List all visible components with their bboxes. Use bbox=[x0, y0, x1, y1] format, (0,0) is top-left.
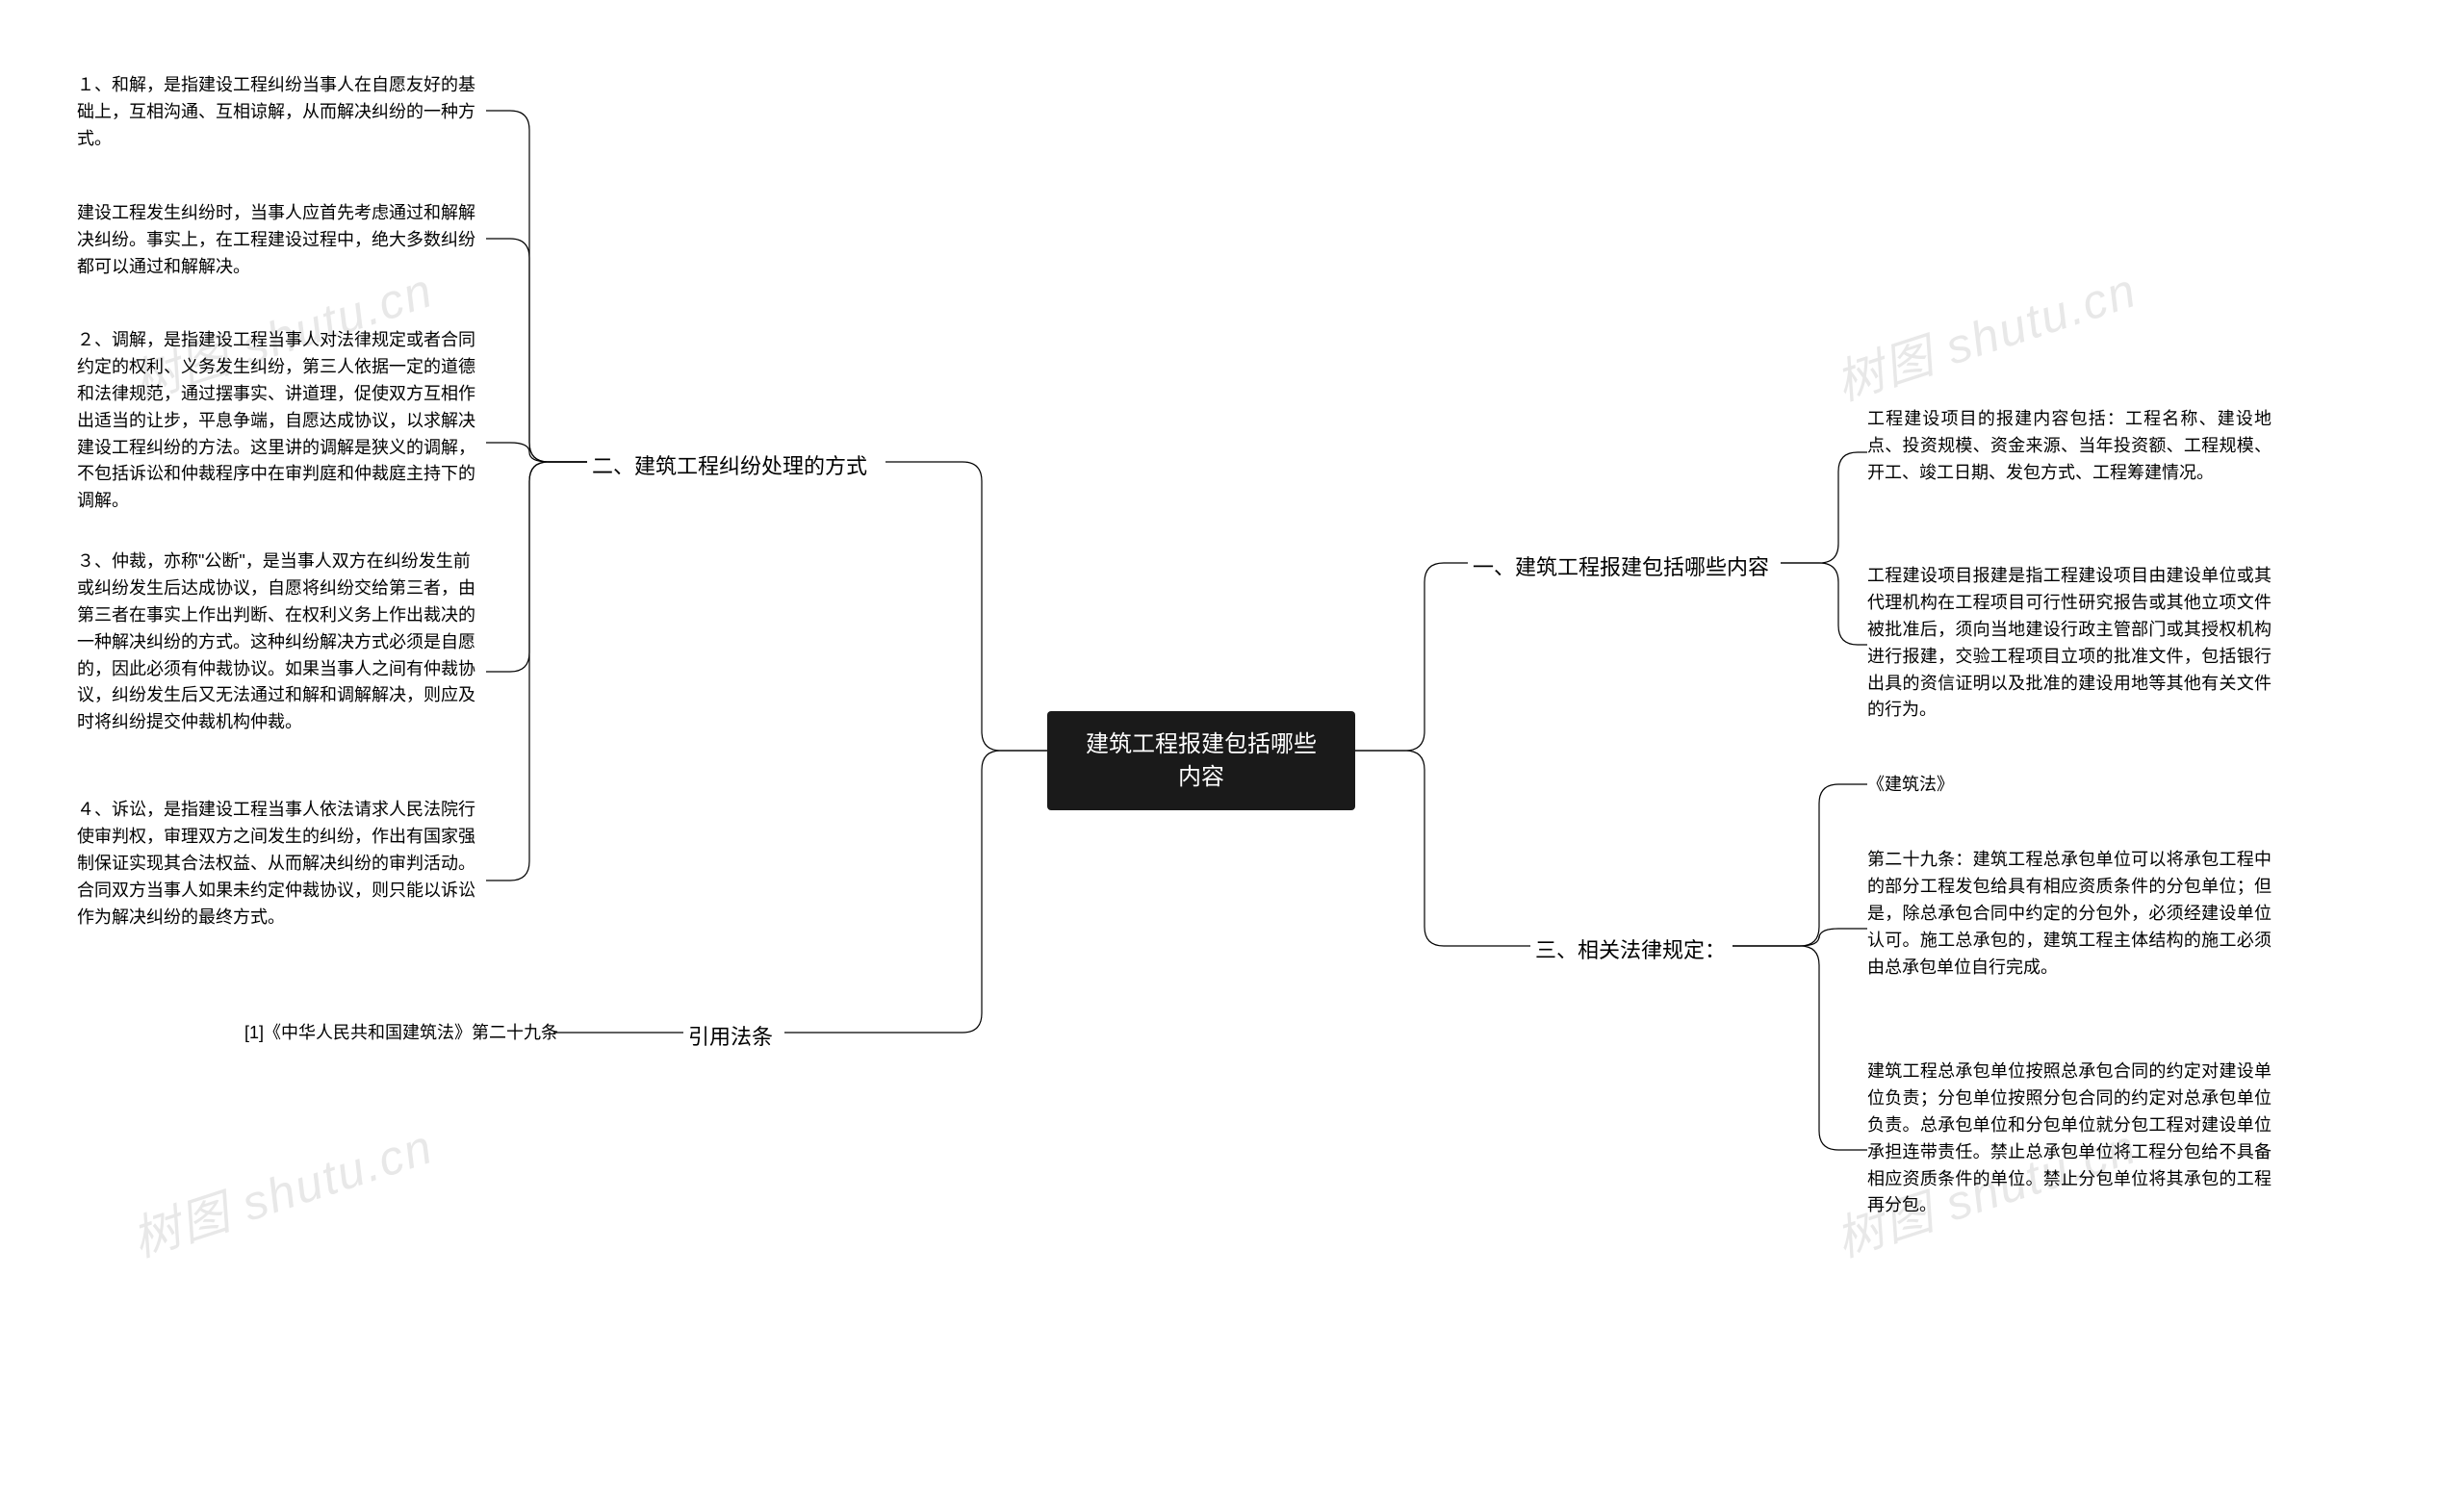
leaf-node: 建筑工程总承包单位按照总承包合同的约定对建设单位负责；分包单位按照分包合同的约定… bbox=[1867, 1059, 2272, 1219]
leaf-node: ３、仲裁，亦称"公断"，是当事人双方在纠纷发生前或纠纷发生后达成协议，自愿将纠纷… bbox=[77, 549, 481, 736]
leaf-node: 第二十九条：建筑工程总承包单位可以将承包工程中的部分工程发包给具有相应资质条件的… bbox=[1867, 847, 2272, 981]
branch-label-right-1: 一、建筑工程报建包括哪些内容 bbox=[1473, 550, 1769, 581]
leaf-node: ４、诉讼，是指建设工程当事人依法请求人民法院行使审判权，审理双方之间发生的纠纷，… bbox=[77, 797, 481, 931]
leaf-node: 《建筑法》 bbox=[1867, 772, 2272, 799]
center-node: 建筑工程报建包括哪些内容 bbox=[1047, 711, 1355, 810]
leaf-node: 工程建设项目报建是指工程建设项目由建设单位或其代理机构在工程项目可行性研究报告或… bbox=[1867, 563, 2272, 724]
branch-label-right-2: 三、相关法律规定： bbox=[1535, 933, 1726, 964]
center-node-text: 建筑工程报建包括哪些内容 bbox=[1086, 731, 1317, 790]
branch-label-left-2: 引用法条 bbox=[688, 1020, 773, 1051]
leaf-node: ２、调解，是指建设工程当事人对法律规定或者合同约定的权利、义务发生纠纷，第三人依… bbox=[77, 327, 481, 515]
leaf-node: 建设工程发生纠纷时，当事人应首先考虑通过和解解决纠纷。事实上，在工程建设过程中，… bbox=[77, 200, 481, 281]
watermark: 树图 shutu.cn bbox=[122, 1109, 441, 1271]
watermark: 树图 shutu.cn bbox=[1826, 252, 2144, 415]
leaf-node: 工程建设项目的报建内容包括：工程名称、建设地点、投资规模、资金来源、当年投资额、… bbox=[1867, 406, 2272, 487]
branch-label-left-1: 二、建筑工程纠纷处理的方式 bbox=[592, 449, 867, 480]
leaf-node: [1]《中华人民共和国建筑法》第二十九条 bbox=[154, 1020, 558, 1047]
leaf-node: １、和解，是指建设工程纠纷当事人在自愿友好的基础上，互相沟通、互相谅解，从而解决… bbox=[77, 72, 481, 153]
